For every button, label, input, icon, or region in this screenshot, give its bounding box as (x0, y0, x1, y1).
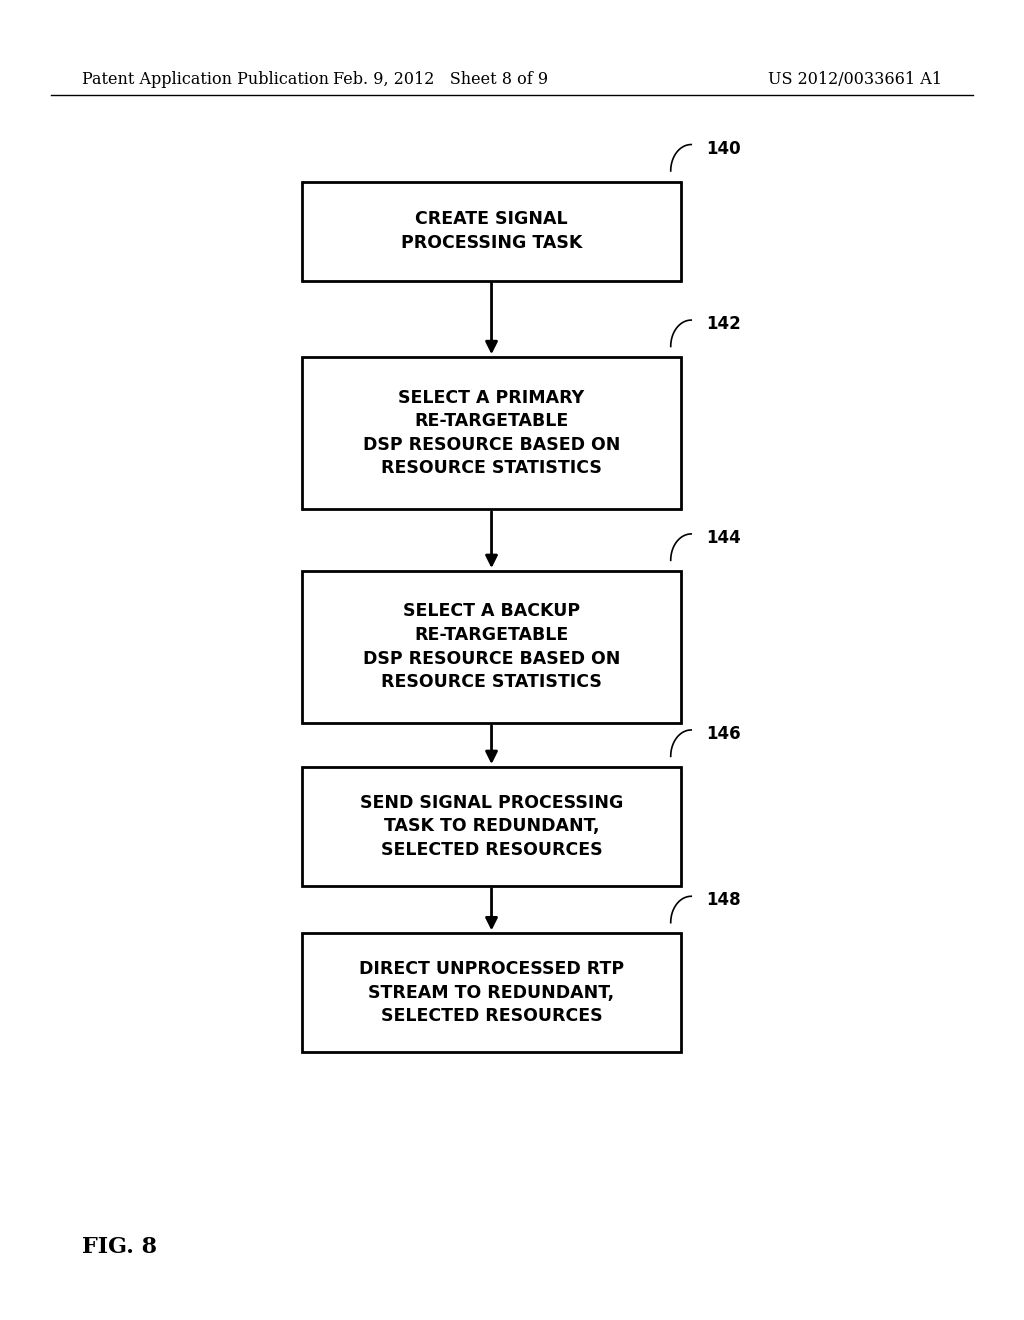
Text: 140: 140 (707, 140, 741, 158)
FancyBboxPatch shape (302, 933, 681, 1052)
FancyBboxPatch shape (302, 181, 681, 281)
Text: SEND SIGNAL PROCESSING
TASK TO REDUNDANT,
SELECTED RESOURCES: SEND SIGNAL PROCESSING TASK TO REDUNDANT… (359, 793, 624, 859)
Text: Feb. 9, 2012   Sheet 8 of 9: Feb. 9, 2012 Sheet 8 of 9 (333, 71, 548, 87)
Text: 142: 142 (707, 315, 741, 333)
Text: 144: 144 (707, 529, 741, 546)
Text: DIRECT UNPROCESSED RTP
STREAM TO REDUNDANT,
SELECTED RESOURCES: DIRECT UNPROCESSED RTP STREAM TO REDUNDA… (359, 960, 624, 1026)
Text: 148: 148 (707, 891, 741, 909)
Text: 146: 146 (707, 725, 741, 743)
Text: SELECT A PRIMARY
RE-TARGETABLE
DSP RESOURCE BASED ON
RESOURCE STATISTICS: SELECT A PRIMARY RE-TARGETABLE DSP RESOU… (362, 388, 621, 478)
Text: US 2012/0033661 A1: US 2012/0033661 A1 (768, 71, 942, 87)
FancyBboxPatch shape (302, 767, 681, 886)
FancyBboxPatch shape (302, 356, 681, 508)
Text: SELECT A BACKUP
RE-TARGETABLE
DSP RESOURCE BASED ON
RESOURCE STATISTICS: SELECT A BACKUP RE-TARGETABLE DSP RESOUR… (362, 602, 621, 692)
Text: CREATE SIGNAL
PROCESSING TASK: CREATE SIGNAL PROCESSING TASK (400, 210, 583, 252)
Text: FIG. 8: FIG. 8 (82, 1237, 157, 1258)
FancyBboxPatch shape (302, 570, 681, 722)
Text: Patent Application Publication: Patent Application Publication (82, 71, 329, 87)
